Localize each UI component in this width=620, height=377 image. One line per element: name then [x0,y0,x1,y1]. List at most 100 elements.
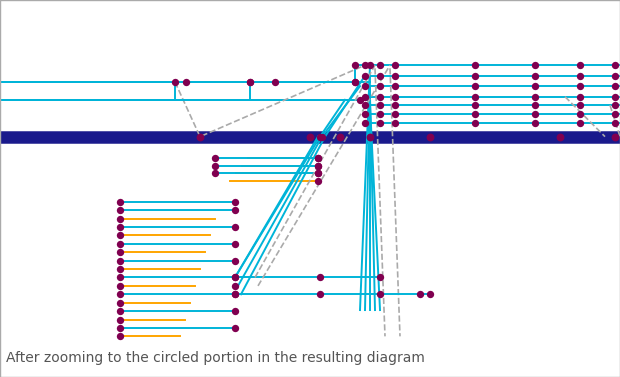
Point [115,249,125,255]
Point [575,73,585,79]
Point [115,224,125,230]
Point [210,170,220,176]
Point [425,133,435,139]
Point [375,274,385,280]
Point [470,102,480,108]
Point [315,291,325,297]
Point [115,283,125,289]
Point [390,102,400,108]
Point [610,93,620,100]
Point [610,102,620,108]
Point [360,62,370,68]
Point [350,79,360,85]
Point [230,224,240,230]
Point [245,79,255,85]
Point [530,62,540,68]
Point [313,155,323,161]
Point [181,79,191,85]
Point [305,133,315,139]
Point [230,274,240,280]
Point [530,93,540,100]
Point [390,110,400,116]
Point [530,73,540,79]
Point [530,102,540,108]
Point [365,133,375,139]
Point [575,93,585,100]
Point [425,291,435,297]
Point [365,62,375,68]
Point [530,110,540,116]
Point [115,232,125,238]
Point [313,163,323,169]
Point [530,83,540,89]
Point [610,62,620,68]
Point [360,83,370,89]
Point [555,133,565,139]
Point [575,83,585,89]
Point [230,199,240,205]
Point [360,110,370,116]
Point [360,93,370,100]
Point [115,207,125,213]
Point [375,120,385,126]
Point [313,170,323,176]
Point [317,133,327,139]
Point [575,110,585,116]
Point [210,163,220,169]
Point [610,120,620,126]
Point [610,133,620,139]
Point [313,170,323,176]
Point [115,241,125,247]
Point [350,62,360,68]
Point [115,199,125,205]
Point [470,110,480,116]
Point [375,73,385,79]
Point [230,241,240,247]
Point [115,216,125,222]
Point [210,155,220,161]
Point [375,93,385,100]
Point [530,120,540,126]
Point [375,110,385,116]
Point [575,120,585,126]
Point [470,73,480,79]
Point [390,120,400,126]
Point [230,291,240,297]
Point [313,163,323,169]
Point [230,308,240,314]
Point [335,133,345,139]
Point [115,266,125,272]
Point [115,317,125,323]
Point [470,120,480,126]
Point [390,62,400,68]
Point [610,110,620,116]
Point [470,93,480,100]
Point [270,79,280,85]
Point [230,257,240,264]
Point [230,274,240,280]
Point [115,291,125,297]
Point [115,300,125,306]
Point [360,73,370,79]
Point [390,73,400,79]
Point [375,291,385,297]
Point [390,93,400,100]
Point [360,120,370,126]
Point [230,325,240,331]
Point [313,155,323,161]
Point [245,79,255,85]
Point [575,62,585,68]
Point [610,73,620,79]
Point [360,102,370,108]
Point [375,83,385,89]
Point [575,102,585,108]
Point [195,133,205,139]
Point [470,83,480,89]
Point [313,178,323,184]
Point [230,207,240,213]
Point [230,283,240,289]
Point [315,274,325,280]
Point [470,62,480,68]
Point [170,79,180,85]
Point [355,97,365,103]
